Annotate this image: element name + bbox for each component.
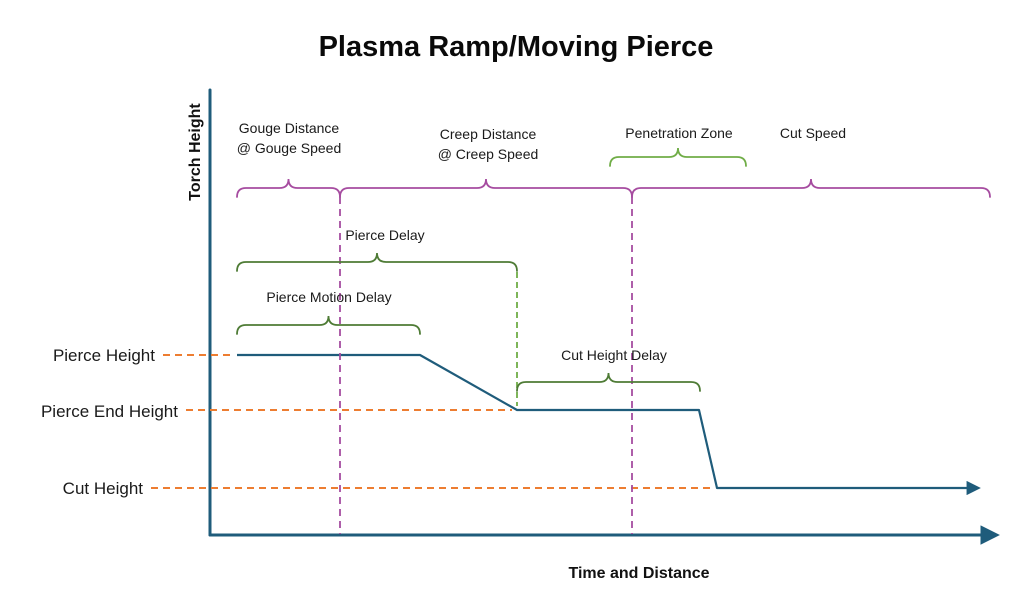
pierce-end-height-label: Pierce End Height [41, 402, 178, 421]
cut-height-delay-brace [516, 372, 701, 392]
pierce-delay-label: Pierce Delay [345, 227, 424, 243]
pierce-motion-delay-label: Pierce Motion Delay [266, 289, 391, 305]
x-axis-label: Time and Distance [568, 565, 709, 582]
pierce-motion-delay-brace [236, 315, 421, 335]
cut-speed-label: Cut Speed [780, 125, 846, 141]
pierce-height-label: Pierce Height [53, 346, 155, 365]
creep-distance-brace [339, 178, 633, 198]
cut-height-label: Cut Height [63, 479, 144, 498]
penetration-zone-brace [609, 147, 747, 167]
torch-height-profile-line [237, 353, 981, 496]
penetration-zone-label: Penetration Zone [625, 125, 733, 141]
pierce-delay-brace [236, 252, 518, 272]
page-title: Plasma Ramp/Moving Pierce [319, 31, 714, 63]
y-axis-label: Torch Height [187, 103, 204, 201]
gouge-distance-brace [236, 178, 341, 198]
gouge-distance-label-line1: Gouge Distance [239, 120, 340, 136]
creep-distance-label-line1: Creep Distance [440, 126, 537, 142]
cut-speed-brace [631, 178, 991, 198]
gouge-distance-label-line2: @ Gouge Speed [237, 140, 342, 156]
creep-distance-label-line2: @ Creep Speed [438, 146, 539, 162]
cut-height-delay-label: Cut Height Delay [561, 347, 667, 363]
